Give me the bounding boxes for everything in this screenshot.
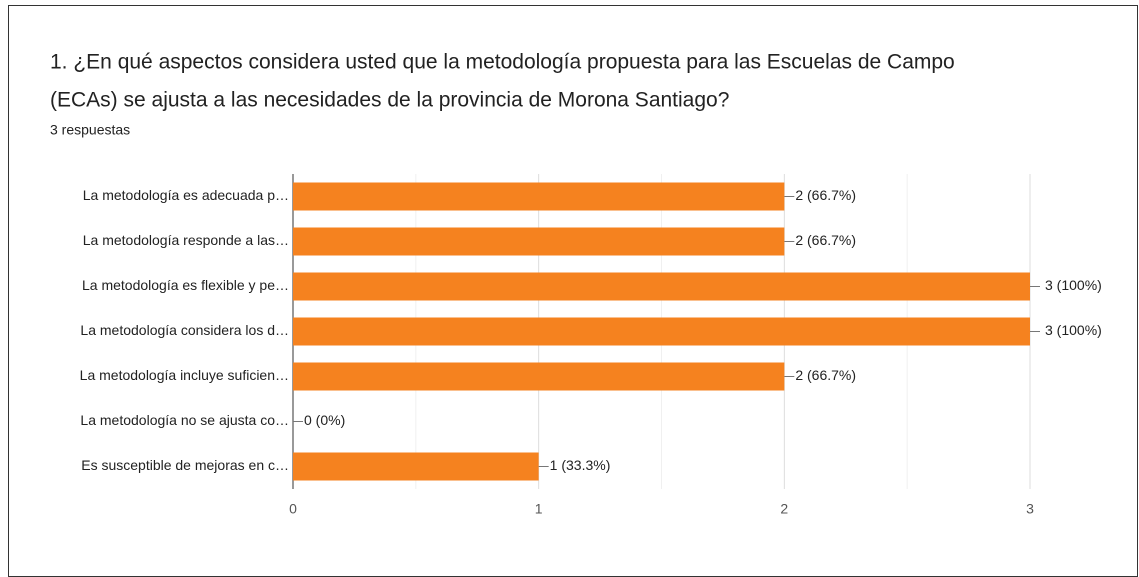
x-tick-label: 0 (289, 501, 297, 517)
value-label: 0 (0%) (304, 412, 345, 428)
subtitle: 3 respuestas (50, 122, 130, 138)
value-label: 2 (66.7%) (795, 367, 856, 383)
value-label: 1 (33.3%) (550, 457, 611, 473)
chart-title: 1. ¿En qué aspectos considera usted que … (50, 51, 955, 74)
y-tick-label: La metodología considera los d… (80, 322, 289, 338)
y-tick-label: La metodología responde a las… (83, 232, 289, 248)
bar (293, 182, 785, 211)
chart-title: (ECAs) se ajusta a las necesidades de la… (50, 89, 729, 112)
x-tick-label: 3 (1026, 501, 1034, 517)
value-label: 3 (100%) (1045, 322, 1102, 338)
x-tick-label: 2 (780, 501, 788, 517)
bar (293, 317, 1030, 346)
bar (293, 227, 785, 256)
bar (293, 272, 1030, 301)
x-tick-label: 1 (535, 501, 543, 517)
bar (293, 452, 539, 481)
y-tick-label: La metodología incluye suficien… (80, 367, 289, 383)
y-tick-label: Es susceptible de mejoras en c… (81, 457, 289, 473)
value-label: 2 (66.7%) (795, 187, 856, 203)
y-tick-label: La metodología es flexible y pe… (82, 277, 289, 293)
y-tick-label: La metodología es adecuada p… (83, 187, 289, 203)
value-label: 2 (66.7%) (795, 232, 856, 248)
bar (293, 362, 785, 391)
value-label: 3 (100%) (1045, 277, 1102, 293)
y-tick-label: La metodología no se ajusta co… (80, 412, 289, 428)
